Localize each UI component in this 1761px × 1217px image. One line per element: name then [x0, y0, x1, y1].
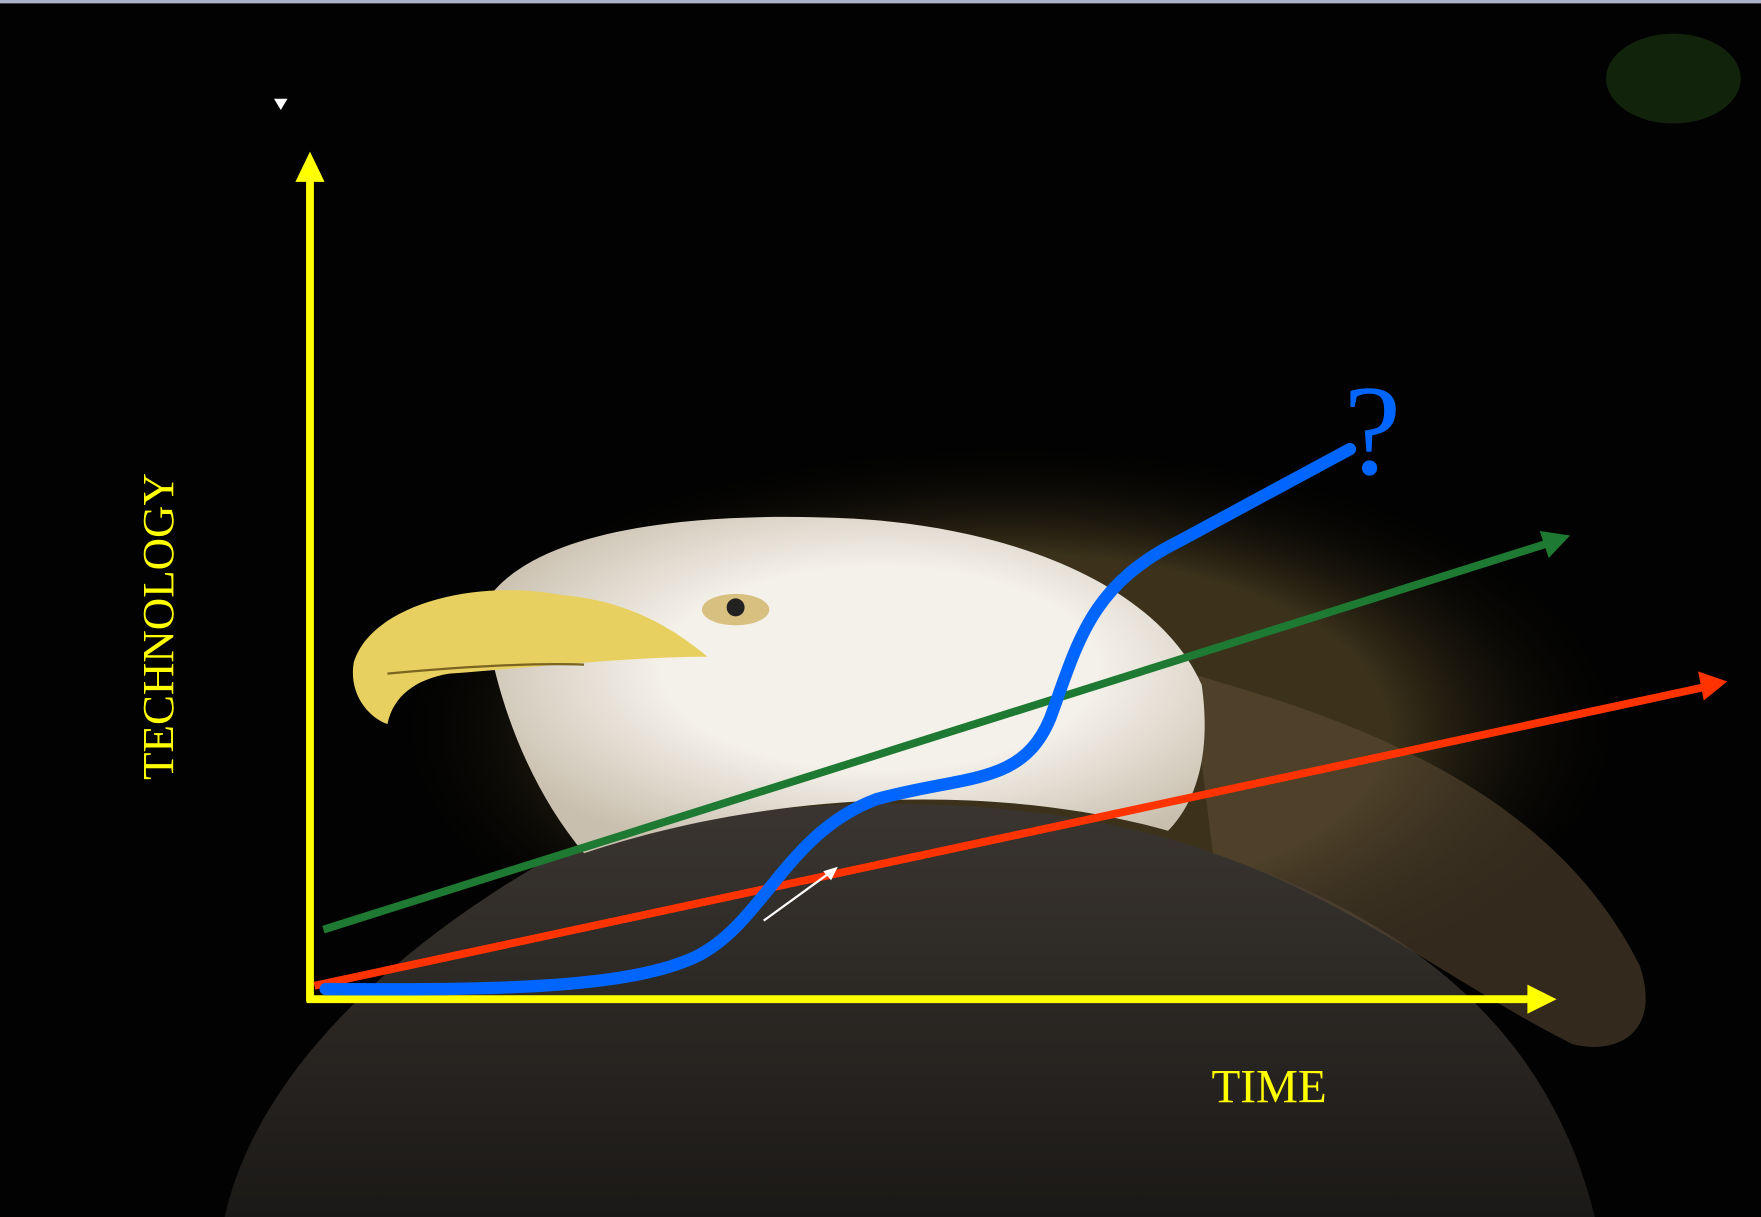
eagle-beak-line: [387, 663, 585, 675]
pointer-arrow: [763, 872, 830, 922]
diagram: TECHNOLOGY TIME ?: [133, 151, 1728, 1113]
eagle-wing: [1190, 673, 1646, 1047]
green-arrow: [1539, 531, 1571, 558]
marker: [274, 98, 288, 111]
eagle-head: [482, 516, 1205, 854]
eagle-pupil: [726, 598, 745, 617]
eagle-photo: [224, 437, 1646, 1217]
green-trend: [322, 539, 1549, 934]
eagle-body: [224, 804, 1595, 1217]
top-border: [0, 0, 1761, 4]
question-mark: ?: [1344, 359, 1401, 502]
blue-curve: [319, 442, 1357, 996]
foliage: [1606, 33, 1741, 124]
eagle-beak: [352, 590, 708, 725]
y-axis-arrow: [295, 151, 325, 182]
x-axis-label: TIME: [1211, 1061, 1326, 1113]
y-axis-label: TECHNOLOGY: [133, 473, 183, 780]
x-axis-arrow: [1527, 984, 1557, 1014]
red-trend: [313, 683, 1706, 990]
red-arrow: [1698, 671, 1728, 701]
pointer-arrowhead: [823, 866, 838, 881]
